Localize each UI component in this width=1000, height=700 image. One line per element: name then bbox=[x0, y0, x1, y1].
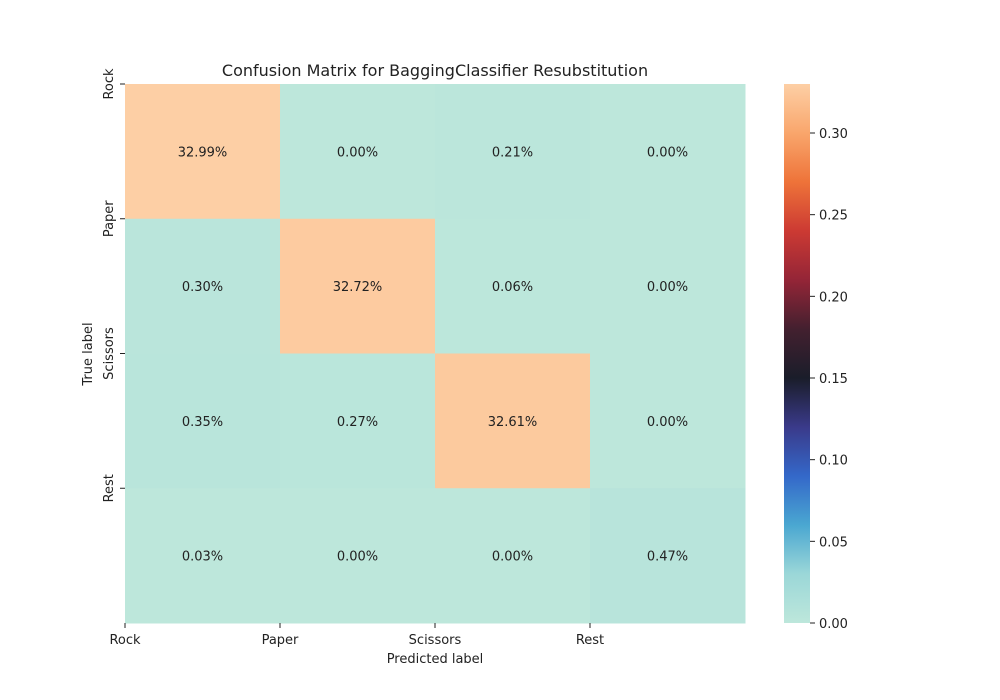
heatmap-cell bbox=[590, 84, 746, 220]
heatmap-cell bbox=[125, 353, 281, 489]
cell-value-label: 0.47% bbox=[647, 550, 688, 565]
colorbar-tick-label: 0.05 bbox=[819, 535, 848, 550]
y-tick-label: Paper bbox=[102, 200, 117, 237]
cell-value-label: 0.00% bbox=[337, 145, 378, 160]
x-tick-label: Rest bbox=[576, 633, 604, 648]
y-tick-label: Scissors bbox=[102, 327, 117, 380]
y-axis-label: True label bbox=[81, 322, 96, 386]
heatmap-cell bbox=[590, 218, 746, 354]
heatmap-cell bbox=[280, 218, 436, 354]
heatmap-cell bbox=[125, 218, 281, 354]
y-tick-label: Rock bbox=[102, 68, 117, 100]
heatmap-cell bbox=[125, 488, 281, 624]
y-axis-ticks: Rock Paper Scissors Rest bbox=[102, 68, 125, 502]
cell-value-label: 0.03% bbox=[182, 550, 223, 565]
heatmap-cell bbox=[125, 84, 281, 220]
heatmap-cell bbox=[280, 488, 436, 624]
colorbar-tick-label: 0.25 bbox=[819, 209, 848, 224]
heatmap-cell bbox=[435, 488, 591, 624]
heatmap-cell bbox=[435, 84, 591, 220]
heatmap-cell bbox=[280, 353, 436, 489]
cell-value-label: 0.21% bbox=[492, 145, 533, 160]
heatmap-cell bbox=[280, 84, 436, 220]
x-axis-ticks: Rock Paper Scissors Rest bbox=[109, 623, 604, 648]
x-axis-label: Predicted label bbox=[387, 652, 484, 667]
colorbar-ticks: 0.00 0.05 0.10 0.15 0.20 0.25 0.30 bbox=[810, 127, 848, 632]
heatmap-cell bbox=[435, 353, 591, 489]
cell-value-label: 32.61% bbox=[488, 415, 538, 430]
cell-value-label: 0.00% bbox=[647, 145, 688, 160]
cell-value-label: 0.00% bbox=[337, 550, 378, 565]
heatmap-cell bbox=[590, 488, 746, 624]
heatmap-cell bbox=[435, 218, 591, 354]
cell-value-label: 0.00% bbox=[647, 280, 688, 295]
cell-value-label: 32.99% bbox=[178, 145, 228, 160]
x-tick-label: Rock bbox=[109, 633, 141, 648]
heatmap-cell bbox=[590, 353, 746, 489]
cell-value-label: 0.06% bbox=[492, 280, 533, 295]
x-tick-label: Scissors bbox=[409, 633, 462, 648]
chart-title: Confusion Matrix for BaggingClassifier R… bbox=[222, 61, 648, 80]
cell-value-label: 0.35% bbox=[182, 415, 223, 430]
x-tick-label: Paper bbox=[262, 633, 299, 648]
cell-value-label: 0.00% bbox=[647, 415, 688, 430]
colorbar-tick-label: 0.15 bbox=[819, 372, 848, 387]
cell-value-label: 0.27% bbox=[337, 415, 378, 430]
colorbar-tick-label: 0.10 bbox=[819, 454, 848, 469]
colorbar-tick-label: 0.30 bbox=[819, 127, 848, 142]
cell-value-label: 0.30% bbox=[182, 280, 223, 295]
cell-value-label: 32.72% bbox=[333, 280, 383, 295]
colorbar bbox=[784, 84, 810, 623]
cell-value-label: 0.00% bbox=[492, 550, 533, 565]
y-tick-label: Rest bbox=[102, 474, 117, 502]
colorbar-tick-label: 0.00 bbox=[819, 617, 848, 632]
cell-annotations: 32.99% 0.00% 0.21% 0.00% 0.30% 32.72% 0.06% 0.0… bbox=[178, 145, 688, 564]
colorbar-tick-label: 0.20 bbox=[819, 290, 848, 305]
heatmap-cells bbox=[125, 84, 746, 624]
